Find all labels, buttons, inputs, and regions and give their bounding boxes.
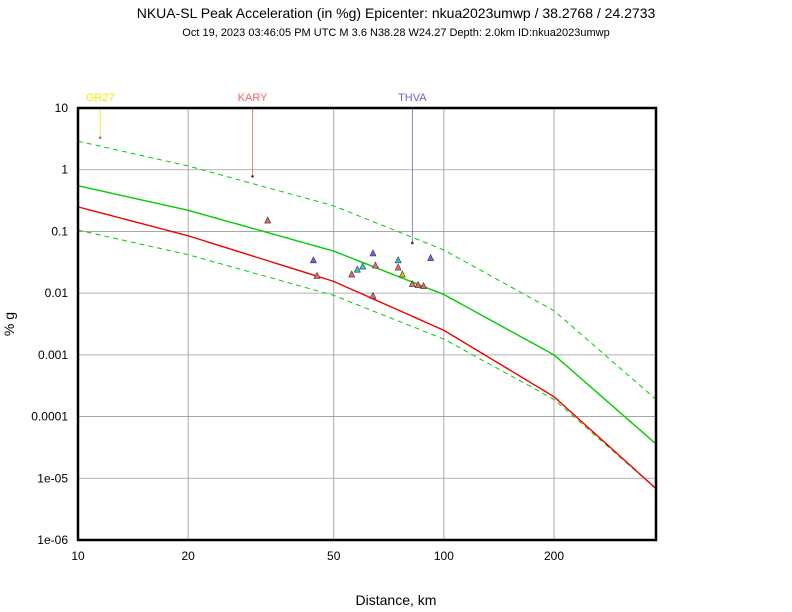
station-label: THVA bbox=[398, 92, 427, 104]
y-tick-label: 1e-05 bbox=[37, 471, 68, 485]
bound-curve bbox=[77, 140, 657, 400]
y-tick-labels: 10 1 0.1 0.01 0.001 0.0001 1e-05 1e-06 bbox=[31, 101, 68, 547]
x-axis-label: Distance, km bbox=[356, 592, 437, 608]
x-tick-label: 50 bbox=[327, 549, 341, 563]
station-marker bbox=[369, 291, 377, 299]
station-marker bbox=[398, 270, 406, 278]
station-point bbox=[411, 241, 414, 245]
station-marker bbox=[264, 216, 272, 224]
station-label: KARY bbox=[238, 92, 268, 104]
station-marker bbox=[420, 281, 428, 289]
y-axis-label: % g bbox=[1, 312, 17, 336]
y-tick-label: 0.1 bbox=[51, 224, 68, 238]
station-label: GR27 bbox=[86, 92, 115, 104]
plot-frame bbox=[76, 106, 658, 542]
station-marker bbox=[371, 261, 379, 269]
station-marker bbox=[353, 265, 361, 273]
station-marker bbox=[394, 263, 402, 271]
x-tick-label: 20 bbox=[181, 549, 195, 563]
station-marker bbox=[369, 249, 377, 257]
station-marker bbox=[394, 256, 402, 264]
station-marker bbox=[313, 271, 321, 279]
station-marker bbox=[408, 279, 416, 287]
chart-subtitle: Oct 19, 2023 03:46:05 PM UTC M 3.6 N38.2… bbox=[182, 27, 609, 39]
y-tick-label: 0.01 bbox=[45, 286, 69, 300]
station-marker bbox=[427, 253, 435, 261]
grid bbox=[78, 108, 656, 540]
x-tick-label: 10 bbox=[71, 549, 85, 563]
y-tick-label: 1e-06 bbox=[37, 533, 68, 547]
y-tick-label: 0.0001 bbox=[31, 410, 68, 424]
curves bbox=[77, 140, 657, 490]
x-tick-labels: 10 20 50 100 200 bbox=[71, 549, 564, 563]
y-tick-label: 0.001 bbox=[38, 348, 68, 362]
y-tick-label: 10 bbox=[55, 101, 69, 115]
station-marker bbox=[414, 280, 422, 288]
station-marker bbox=[359, 262, 367, 270]
y-tick-label: 1 bbox=[61, 163, 68, 177]
median-curve bbox=[77, 206, 657, 490]
x-tick-label: 200 bbox=[544, 549, 564, 563]
station-point bbox=[251, 175, 254, 178]
station-marker bbox=[309, 256, 317, 264]
x-tick-label: 100 bbox=[434, 549, 454, 563]
median-curve bbox=[77, 185, 657, 445]
station-point bbox=[98, 136, 102, 140]
station-marker bbox=[348, 270, 356, 278]
chart-title: NKUA-SL Peak Acceleration (in %g) Epicen… bbox=[137, 5, 656, 21]
labeled-stations: GR27 KARY THVA bbox=[86, 92, 427, 245]
station-markers bbox=[264, 216, 435, 299]
bound-curve bbox=[77, 229, 657, 489]
